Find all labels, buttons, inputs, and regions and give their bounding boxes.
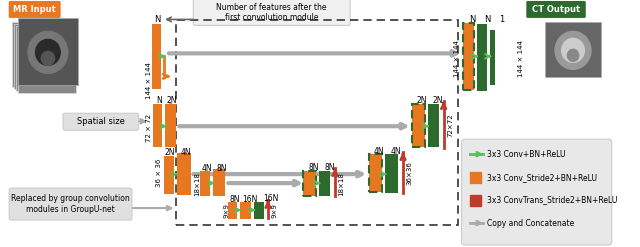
Bar bbox=[153, 104, 162, 147]
Text: CT Output: CT Output bbox=[532, 5, 580, 14]
Text: Copy and Concatenate: Copy and Concatenate bbox=[487, 219, 574, 227]
FancyBboxPatch shape bbox=[193, 0, 350, 25]
Circle shape bbox=[42, 51, 54, 65]
Text: 3x3 Conv+BN+ReLU: 3x3 Conv+BN+ReLU bbox=[487, 150, 566, 159]
Text: 8N: 8N bbox=[308, 163, 319, 172]
Bar bbox=[16, 26, 74, 91]
Text: 2N: 2N bbox=[164, 148, 175, 157]
Text: 4N: 4N bbox=[374, 147, 385, 156]
Text: 9×9: 9×9 bbox=[223, 203, 229, 218]
Bar bbox=[490, 30, 495, 85]
Text: 8N: 8N bbox=[216, 164, 227, 173]
FancyBboxPatch shape bbox=[461, 139, 612, 245]
Text: 72×72: 72×72 bbox=[447, 113, 453, 137]
Bar bbox=[18, 19, 78, 85]
Text: 2N: 2N bbox=[417, 96, 427, 105]
Bar bbox=[164, 156, 173, 194]
Text: Spatial size: Spatial size bbox=[77, 117, 125, 126]
Text: 4N: 4N bbox=[390, 147, 401, 156]
Text: 16N: 16N bbox=[263, 194, 278, 203]
Text: 36 × 36: 36 × 36 bbox=[156, 159, 163, 187]
Bar bbox=[319, 171, 330, 196]
Text: 2N: 2N bbox=[433, 96, 444, 105]
Bar bbox=[463, 23, 474, 90]
Text: 8N: 8N bbox=[230, 195, 240, 204]
Text: 144 × 144: 144 × 144 bbox=[146, 62, 152, 99]
Text: 3x3 ConvTrans_Stride2+BN+ReLU: 3x3 ConvTrans_Stride2+BN+ReLU bbox=[487, 196, 618, 205]
Text: 18×18: 18×18 bbox=[194, 172, 200, 196]
Bar bbox=[303, 171, 316, 196]
Text: 3x3 Conv_Stride2+BN+ReLU: 3x3 Conv_Stride2+BN+ReLU bbox=[487, 173, 597, 182]
Bar bbox=[18, 28, 76, 93]
Bar bbox=[428, 104, 439, 147]
Bar bbox=[200, 171, 211, 196]
Text: 2N: 2N bbox=[166, 96, 177, 105]
FancyBboxPatch shape bbox=[63, 113, 139, 130]
Circle shape bbox=[36, 39, 60, 65]
Text: N: N bbox=[468, 15, 475, 24]
Bar bbox=[385, 154, 398, 193]
Text: 72 × 72: 72 × 72 bbox=[146, 114, 152, 142]
Text: 144 × 144: 144 × 144 bbox=[454, 40, 460, 77]
Circle shape bbox=[562, 38, 584, 62]
Bar bbox=[177, 21, 458, 225]
Text: 4N: 4N bbox=[180, 148, 191, 157]
Text: 18×18: 18×18 bbox=[339, 172, 344, 196]
Bar bbox=[14, 24, 72, 89]
Bar bbox=[477, 24, 487, 91]
Circle shape bbox=[28, 31, 68, 73]
Circle shape bbox=[555, 31, 591, 69]
Text: N: N bbox=[484, 15, 490, 24]
Bar bbox=[412, 104, 425, 147]
Bar bbox=[254, 202, 264, 219]
FancyBboxPatch shape bbox=[9, 1, 61, 18]
Bar bbox=[12, 22, 70, 87]
Text: 4N: 4N bbox=[201, 164, 212, 173]
Bar bbox=[165, 104, 177, 147]
FancyBboxPatch shape bbox=[526, 1, 586, 18]
Bar bbox=[239, 202, 251, 219]
Text: 16N: 16N bbox=[243, 195, 258, 204]
Bar bbox=[545, 22, 602, 77]
Bar bbox=[369, 154, 382, 192]
Text: Replaced by group convolution
modules in GroupU-net: Replaced by group convolution modules in… bbox=[11, 194, 130, 214]
Text: MR Input: MR Input bbox=[13, 5, 56, 14]
Text: 36×36: 36×36 bbox=[406, 161, 413, 185]
Text: Number of features after the
first convolution module: Number of features after the first convo… bbox=[216, 3, 327, 22]
Bar bbox=[470, 172, 481, 183]
Text: 144 × 144: 144 × 144 bbox=[518, 40, 524, 77]
Bar bbox=[228, 202, 237, 219]
Bar bbox=[177, 153, 191, 195]
Bar bbox=[213, 169, 225, 196]
Text: 8N: 8N bbox=[324, 163, 335, 172]
Circle shape bbox=[568, 49, 579, 61]
Bar bbox=[470, 195, 481, 206]
Text: N: N bbox=[156, 96, 162, 105]
Text: 9×9: 9×9 bbox=[271, 203, 278, 218]
Text: N: N bbox=[154, 15, 161, 24]
FancyBboxPatch shape bbox=[9, 188, 132, 220]
Bar bbox=[152, 24, 161, 89]
Text: 1: 1 bbox=[500, 15, 505, 24]
